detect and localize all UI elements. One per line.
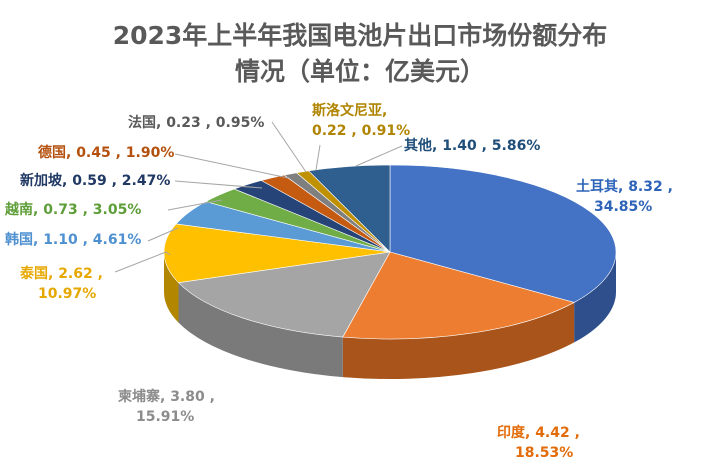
data-label-4: 泰国, 2.62 , 10.97% bbox=[19, 265, 103, 302]
leader-line-10 bbox=[315, 144, 321, 171]
data-label-2: 印度, 4.42 , 18.53% bbox=[497, 424, 580, 461]
pie-slice-1 bbox=[389, 164, 617, 303]
data-label-8: 德国, 0.45 , 1.90% bbox=[38, 144, 174, 161]
leader-line-6 bbox=[167, 199, 223, 211]
pie-depth bbox=[164, 252, 616, 379]
pie-slice-4 bbox=[163, 223, 391, 284]
pie-side-3 bbox=[178, 282, 343, 378]
pie-slice-11 bbox=[307, 164, 391, 253]
data-label-11: 其他, 1.40 , 5.86% bbox=[404, 137, 540, 154]
pie-slice-3 bbox=[177, 251, 391, 338]
leader-line-5 bbox=[147, 227, 179, 242]
leader-line-8 bbox=[174, 153, 289, 179]
data-label-7: 新加坡, 0.59 , 2.47% bbox=[20, 172, 170, 189]
pie-slices bbox=[163, 164, 617, 340]
data-label-6: 越南, 0.73 , 3.05% bbox=[4, 201, 141, 218]
chart-subtitle: 情况（单位：亿美元） bbox=[235, 57, 485, 86]
chart-title: 2023年上半年我国电池片出口市场份额分布 bbox=[113, 21, 608, 50]
leader-line-9 bbox=[271, 121, 307, 173]
pie-slice-2 bbox=[342, 251, 575, 340]
leader-lines bbox=[114, 121, 403, 273]
pie-side-2 bbox=[342, 302, 575, 379]
data-label-5: 韩国, 1.10 , 4.61% bbox=[5, 231, 141, 248]
leader-line-7 bbox=[174, 180, 263, 189]
data-label-3: 柬埔寨, 3.80 , 15.91% bbox=[118, 388, 215, 425]
data-label-9: 法国, 0.23 , 0.95% bbox=[128, 114, 264, 131]
pie-side-4 bbox=[164, 252, 179, 323]
data-label-1: 土耳其, 8.32 , 34.85% bbox=[576, 178, 673, 215]
leader-line-11 bbox=[355, 145, 403, 167]
leader-line-4 bbox=[114, 251, 171, 273]
data-labels: 土耳其, 8.32 , 34.85% 印度, 4.42 , 18.53% 柬埔寨, 3.… bbox=[4, 102, 673, 461]
pie-side-1 bbox=[574, 252, 616, 343]
data-label-10: 斯洛文尼亚, 0.22 , 0.91% bbox=[312, 102, 410, 139]
